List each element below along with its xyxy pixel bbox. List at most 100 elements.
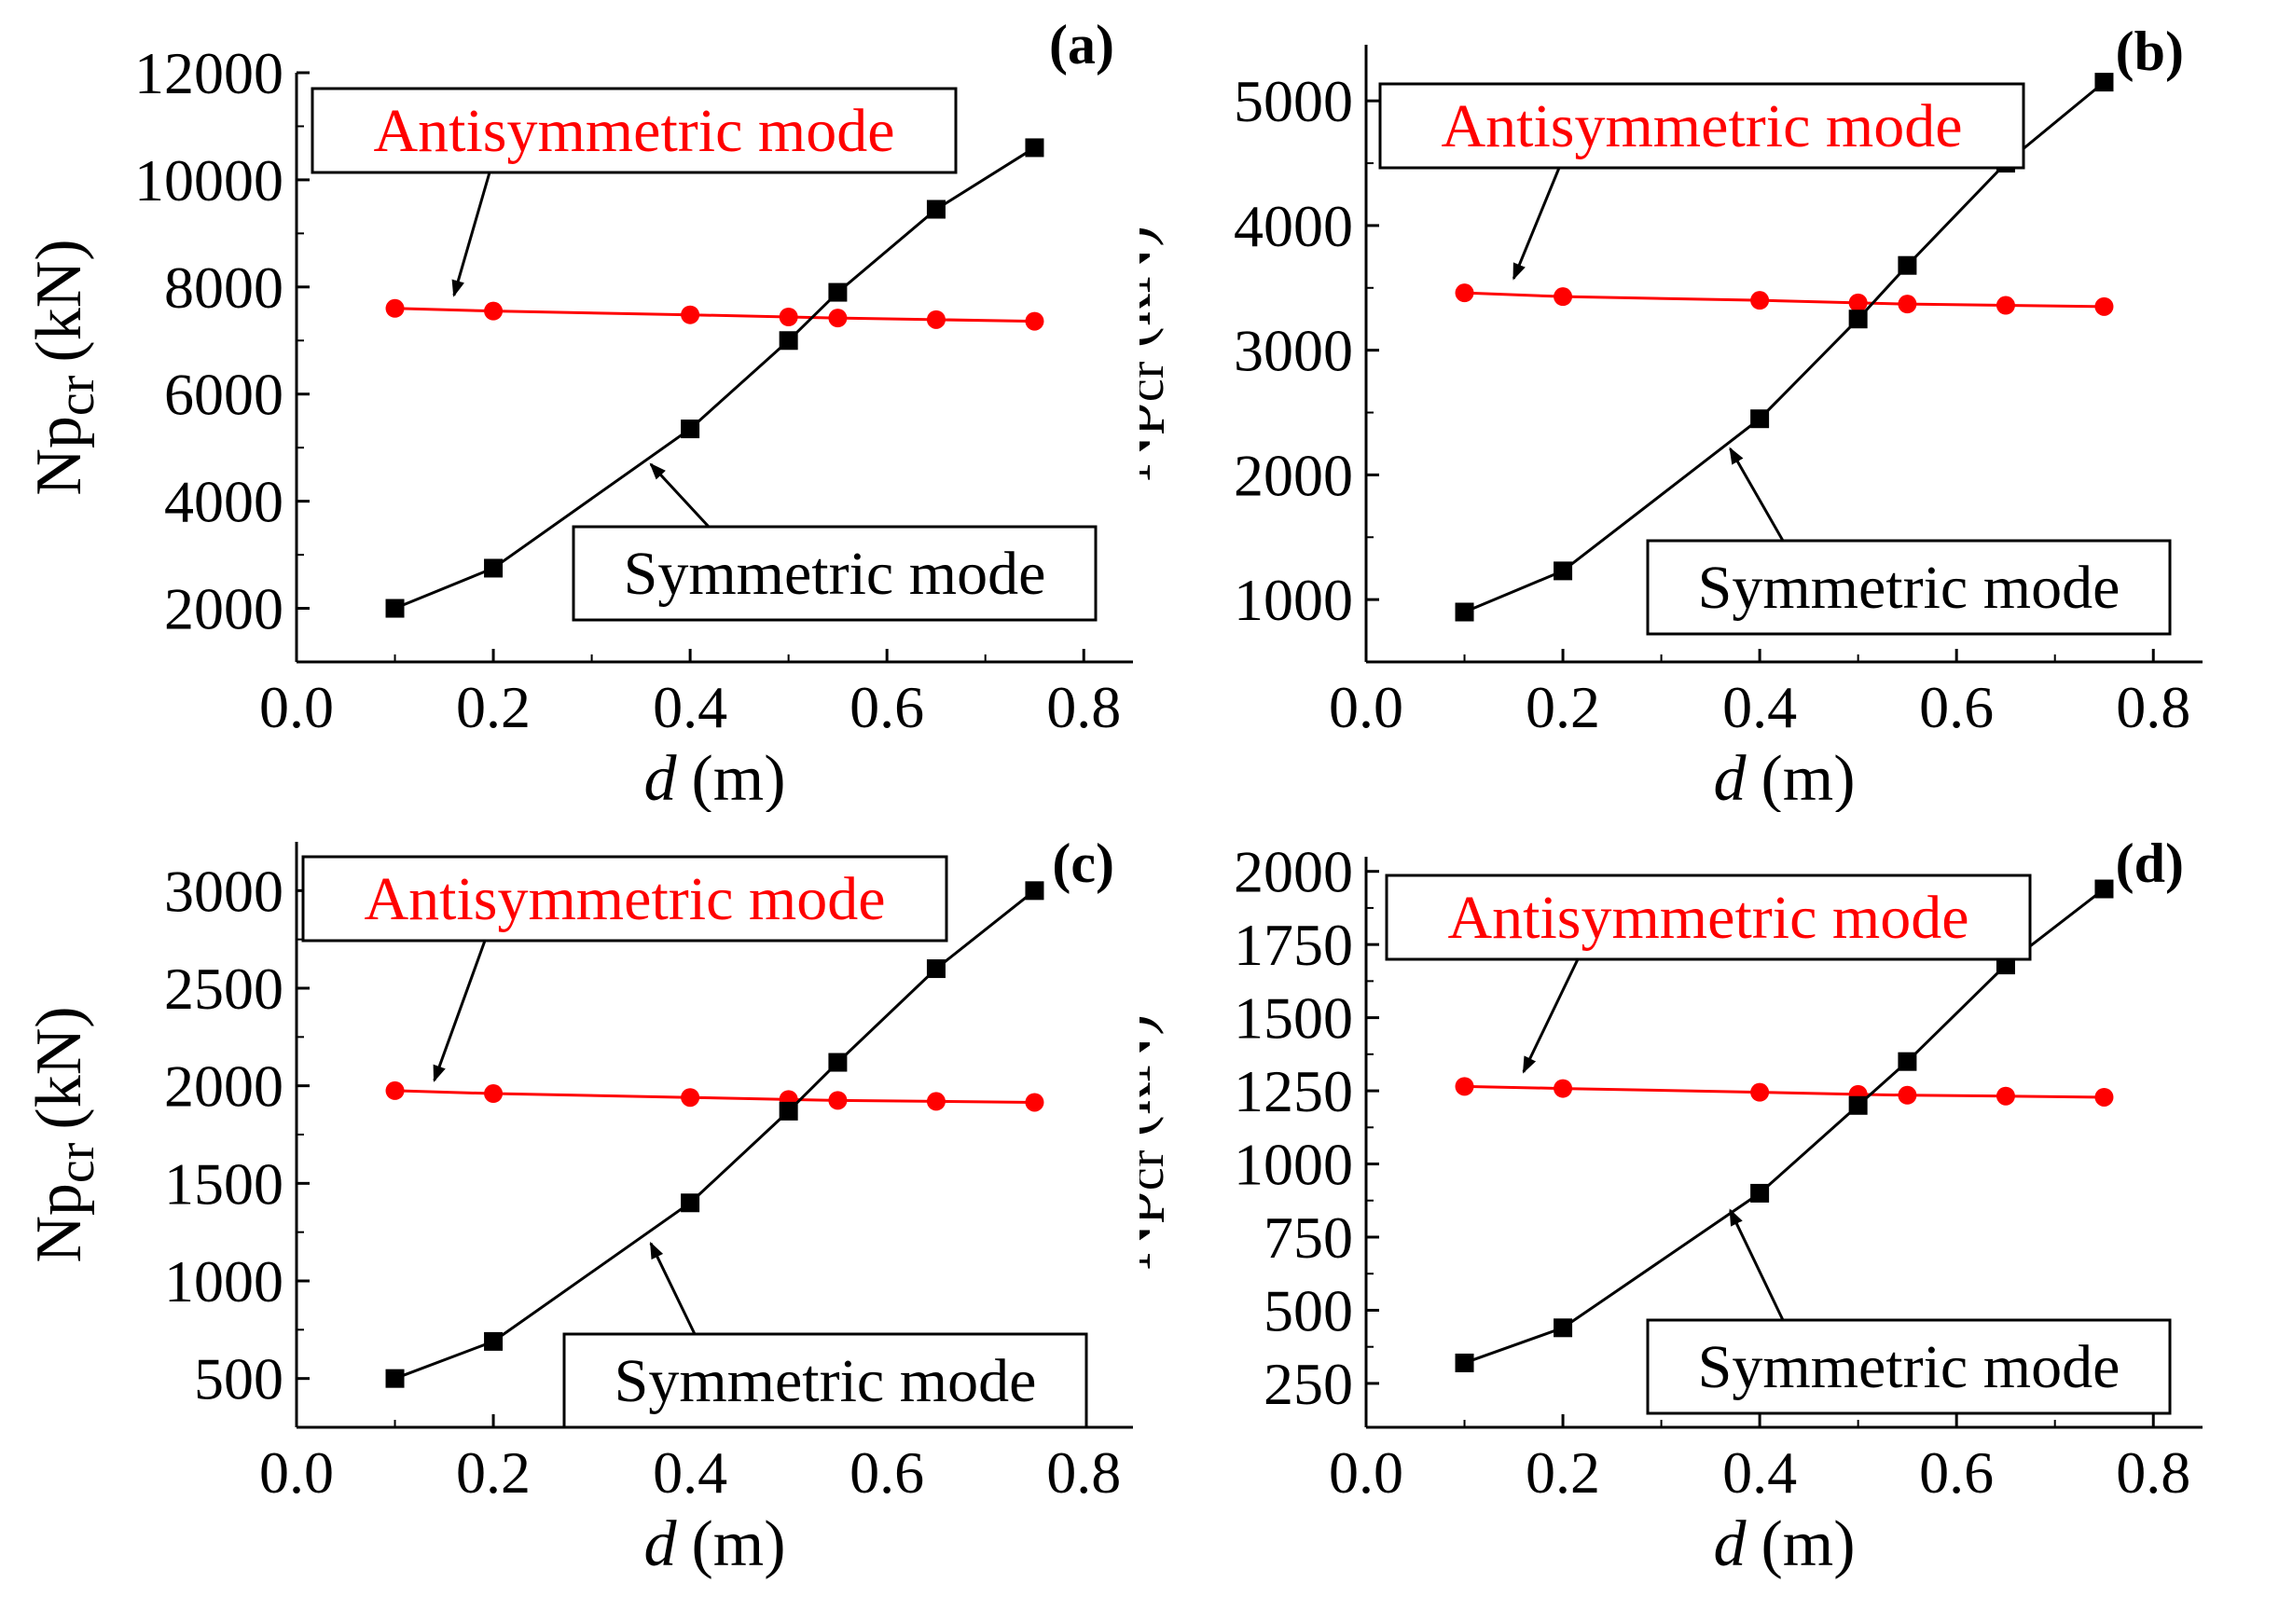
panel-label: (c) xyxy=(1052,833,1114,894)
y-tick-label: 250 xyxy=(1264,1351,1353,1417)
x-tick-label: 0.0 xyxy=(1329,1439,1403,1506)
symmetric-arrow xyxy=(1729,447,1785,542)
antisymmetric-point xyxy=(1750,291,1770,310)
antisymmetric-point xyxy=(1848,293,1868,312)
y-axis-unit: (kN) xyxy=(1140,225,1165,348)
antisymmetric-callout-box xyxy=(301,855,948,943)
symmetric-point xyxy=(926,959,946,979)
x-axis-variable: d xyxy=(1713,743,1747,812)
x-axis-variable: d xyxy=(1713,1508,1747,1580)
y-tick-label: 2500 xyxy=(164,956,283,1022)
x-tick-label: 0.4 xyxy=(1722,674,1797,740)
y-axis-unit: (kN) xyxy=(1140,1013,1165,1136)
y-tick-label: 6000 xyxy=(164,362,283,428)
chart-panel-a: 0.0 0.2 0.4 0.6 0.8 2000 4000 6000 8000 10000 1200… xyxy=(23,14,1133,812)
antisymmetric-arrow xyxy=(1522,958,1580,1074)
y-tick-label: 8000 xyxy=(164,255,283,321)
symmetric-callout-label: Symmetric mode xyxy=(615,1347,1037,1415)
symmetric-callout-label: Symmetric mode xyxy=(1698,1333,2120,1401)
y-tick-label: 1000 xyxy=(1234,1132,1353,1198)
symmetric-point xyxy=(681,420,700,439)
y-tick-label: 2000 xyxy=(1234,839,1353,905)
y-tick-label: 4000 xyxy=(1234,193,1353,259)
antisymmetric-point xyxy=(828,309,848,328)
y-tick-label: 1500 xyxy=(1234,985,1353,1052)
x-axis-title: d (m) xyxy=(643,743,785,812)
antisymmetric-point xyxy=(1455,283,1474,303)
y-axis-title: Npcr (kN) xyxy=(23,1006,105,1262)
y-tick-label: 1000 xyxy=(164,1248,283,1314)
x-tick-label: 0.2 xyxy=(1526,1439,1600,1506)
panel-label: (a) xyxy=(1049,14,1114,76)
antisymmetric-point xyxy=(681,1088,700,1108)
y-tick-label: 3000 xyxy=(164,858,283,924)
symmetric-point xyxy=(1554,561,1573,581)
y-axis-main: Np xyxy=(1140,402,1165,482)
antisymmetric-point xyxy=(1554,1079,1573,1098)
symmetric-point xyxy=(1025,138,1044,158)
y-axis-unit: (kN) xyxy=(23,239,95,362)
x-tick-label: 0.8 xyxy=(2116,674,2190,740)
x-axis-variable: d xyxy=(643,1508,677,1580)
symmetric-point xyxy=(1455,602,1474,622)
y-tick-label: 1750 xyxy=(1234,912,1353,978)
antisymmetric-arrow xyxy=(1512,167,1561,281)
antisymmetric-point xyxy=(1025,311,1044,331)
symmetric-point xyxy=(1554,1318,1573,1338)
antisymmetric-point xyxy=(1750,1082,1770,1102)
symmetric-point xyxy=(926,200,946,219)
antisymmetric-point xyxy=(2094,296,2114,316)
symmetric-arrow xyxy=(1729,1208,1785,1321)
y-tick-label: 10000 xyxy=(134,147,283,213)
antisymmetric-point xyxy=(1996,296,2015,315)
symmetric-point xyxy=(828,1053,848,1072)
symmetric-point xyxy=(2094,73,2114,92)
antisymmetric-point xyxy=(1898,295,1917,314)
symmetric-callout-box xyxy=(1646,539,2172,636)
antisymmetric-point xyxy=(681,305,700,324)
y-axis-title: Npcr (kN) xyxy=(1140,1013,1175,1270)
symmetric-point xyxy=(828,282,848,302)
x-tick-label: 0.2 xyxy=(1526,674,1600,740)
y-axis-subscript: cr xyxy=(1140,1149,1175,1190)
x-axis-unit: (m) xyxy=(1761,1508,1855,1580)
antisymmetric-point xyxy=(1025,1093,1044,1112)
x-tick-label: 0.6 xyxy=(849,1439,924,1506)
antisymmetric-arrow xyxy=(433,940,487,1082)
x-axis-title: d (m) xyxy=(1713,743,1855,812)
y-tick-label: 5000 xyxy=(1234,68,1353,134)
antisymmetric-point xyxy=(385,298,405,318)
antisymmetric-point xyxy=(926,1092,946,1111)
panel-label: (b) xyxy=(2116,21,2184,82)
antisymmetric-point xyxy=(2094,1087,2114,1107)
antisymmetric-point xyxy=(1554,287,1573,307)
symmetric-callout-label: Symmetric mode xyxy=(1698,554,2120,622)
x-tick-label: 0.8 xyxy=(1046,1439,1121,1506)
symmetric-arrow xyxy=(649,462,711,529)
symmetric-point xyxy=(484,1331,504,1351)
antisymmetric-point xyxy=(484,1084,504,1104)
y-axis-subscript: cr xyxy=(1140,361,1175,402)
antisymmetric-point xyxy=(385,1080,405,1100)
y-axis-main: Np xyxy=(23,1183,95,1263)
panel-label: (d) xyxy=(2116,833,2184,894)
symmetric-point xyxy=(1898,255,1917,275)
antisymmetric-callout-label: Antisymmetric mode xyxy=(1441,92,1962,160)
x-axis-unit: (m) xyxy=(691,743,785,812)
symmetric-point xyxy=(681,1193,700,1213)
symmetric-point xyxy=(1750,1183,1770,1203)
y-tick-label: 12000 xyxy=(134,40,283,106)
y-axis-subscript: cr xyxy=(48,375,105,416)
symmetric-point xyxy=(1848,1095,1868,1115)
y-tick-label: 4000 xyxy=(164,469,283,535)
x-tick-label: 0.6 xyxy=(1919,1439,1994,1506)
y-tick-label: 1000 xyxy=(1234,567,1353,633)
x-axis-unit: (m) xyxy=(1761,743,1855,812)
antisymmetric-point xyxy=(1898,1085,1917,1105)
symmetric-point xyxy=(1848,310,1868,329)
y-tick-label: 2000 xyxy=(164,1053,283,1120)
symmetric-callout-label: Symmetric mode xyxy=(624,540,1046,608)
antisymmetric-point xyxy=(484,301,504,321)
y-axis-unit: (kN) xyxy=(23,1006,95,1129)
